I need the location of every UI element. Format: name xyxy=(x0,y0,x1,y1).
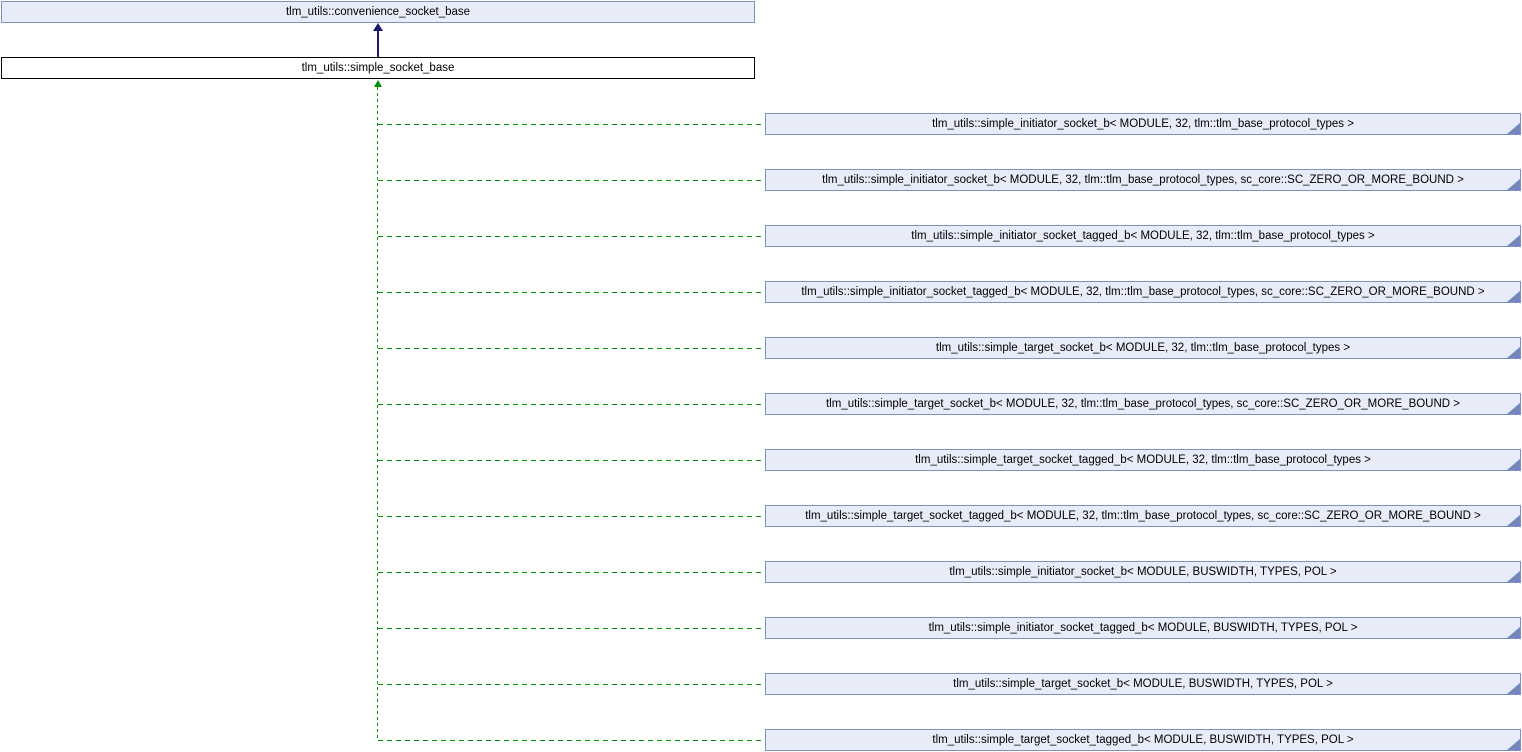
node-convenience-socket-base[interactable]: tlm_utils::convenience_socket_base xyxy=(1,1,755,23)
derived-edge-branch-line xyxy=(378,460,765,461)
public-inheritance-edge-line xyxy=(377,30,379,57)
derived-edge-branch-line xyxy=(378,236,765,237)
derived-edge-branch-line xyxy=(378,516,765,517)
node-simple-initiator-socket-b-32[interactable]: tlm_utils::simple_initiator_socket_b< MO… xyxy=(765,113,1521,135)
node-label: tlm_utils::simple_initiator_socket_b< MO… xyxy=(932,118,1354,130)
derived-edge-branch-line xyxy=(378,180,765,181)
node-label: tlm_utils::simple_target_socket_tagged_b… xyxy=(805,510,1481,522)
node-label: tlm_utils::simple_target_socket_tagged_b… xyxy=(932,734,1354,746)
node-simple-target-socket-tagged-b-generic[interactable]: tlm_utils::simple_target_socket_tagged_b… xyxy=(765,729,1521,751)
derived-edge-branch-line xyxy=(378,572,765,573)
derived-edge-branch-line xyxy=(378,404,765,405)
node-simple-initiator-socket-tagged-b-generic[interactable]: tlm_utils::simple_initiator_socket_tagge… xyxy=(765,617,1521,639)
derived-edge-branch-line xyxy=(378,628,765,629)
node-simple-initiator-socket-tagged-b-32-zero-or-more[interactable]: tlm_utils::simple_initiator_socket_tagge… xyxy=(765,281,1521,303)
node-simple-initiator-socket-b-generic[interactable]: tlm_utils::simple_initiator_socket_b< MO… xyxy=(765,561,1521,583)
node-simple-target-socket-b-32-zero-or-more[interactable]: tlm_utils::simple_target_socket_b< MODUL… xyxy=(765,393,1521,415)
node-simple-socket-base: tlm_utils::simple_socket_base xyxy=(1,57,755,79)
node-simple-initiator-socket-b-32-zero-or-more[interactable]: tlm_utils::simple_initiator_socket_b< MO… xyxy=(765,169,1521,191)
node-simple-target-socket-b-generic[interactable]: tlm_utils::simple_target_socket_b< MODUL… xyxy=(765,673,1521,695)
derived-edge-branch-line xyxy=(378,740,765,741)
node-simple-target-socket-tagged-b-32[interactable]: tlm_utils::simple_target_socket_tagged_b… xyxy=(765,449,1521,471)
node-label: tlm_utils::simple_target_socket_b< MODUL… xyxy=(935,342,1351,354)
node-label: tlm_utils::simple_initiator_socket_b< MO… xyxy=(949,566,1337,578)
node-simple-initiator-socket-tagged-b-32[interactable]: tlm_utils::simple_initiator_socket_tagge… xyxy=(765,225,1521,247)
node-simple-target-socket-b-32[interactable]: tlm_utils::simple_target_socket_b< MODUL… xyxy=(765,337,1521,359)
node-simple-target-socket-tagged-b-32-zero-or-more[interactable]: tlm_utils::simple_target_socket_tagged_b… xyxy=(765,505,1521,527)
node-label: tlm_utils::simple_target_socket_tagged_b… xyxy=(915,454,1371,466)
node-label: tlm_utils::simple_initiator_socket_tagge… xyxy=(911,230,1375,242)
public-inheritance-arrowhead-icon xyxy=(373,23,383,31)
derived-edge-arrowhead-icon xyxy=(374,80,382,87)
node-label: tlm_utils::simple_initiator_socket_tagge… xyxy=(801,286,1485,298)
node-label: tlm_utils::simple_socket_base xyxy=(301,62,455,74)
derived-edge-trunk-line xyxy=(377,87,378,741)
node-label: tlm_utils::simple_target_socket_b< MODUL… xyxy=(953,678,1333,690)
node-label: tlm_utils::simple_initiator_socket_tagge… xyxy=(928,622,1358,634)
node-label: tlm_utils::simple_initiator_socket_b< MO… xyxy=(822,174,1464,186)
derived-edge-branch-line xyxy=(378,684,765,685)
node-label: tlm_utils::convenience_socket_base xyxy=(285,6,471,18)
derived-edge-branch-line xyxy=(378,348,765,349)
node-label: tlm_utils::simple_target_socket_b< MODUL… xyxy=(825,398,1461,410)
derived-edge-branch-line xyxy=(378,124,765,125)
derived-edge-branch-line xyxy=(378,292,765,293)
